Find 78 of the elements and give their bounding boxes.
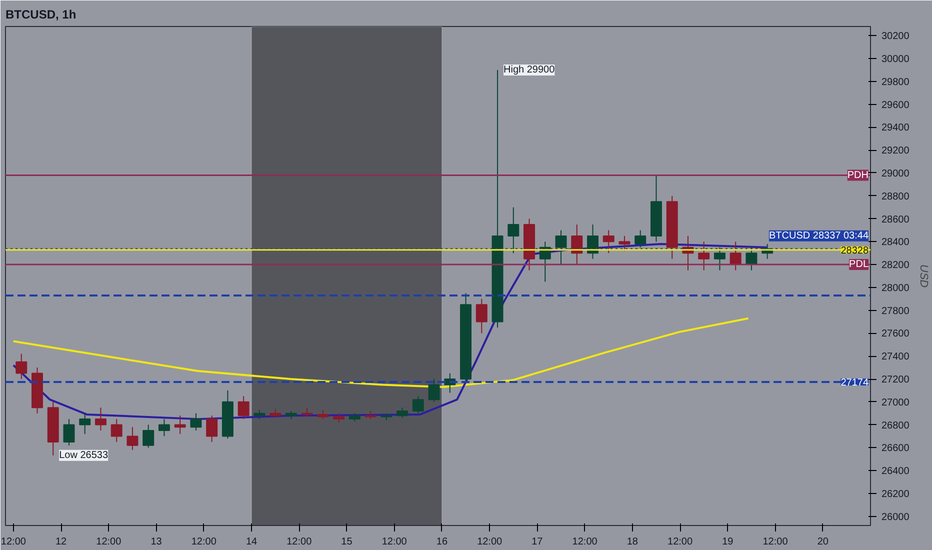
y-tick-label: 30000 (882, 54, 910, 66)
candlestick (158, 418, 170, 437)
y-tick-label: 26200 (882, 488, 910, 500)
y-tick-label: 26800 (882, 420, 910, 432)
x-tick-label: 12:00 (477, 536, 503, 548)
x-tick-label: 16 (436, 536, 448, 548)
y-tick-label: 27600 (882, 328, 910, 340)
y-tick-label: 29200 (882, 146, 910, 157)
y-tick-label: 28400 (882, 237, 910, 248)
candlestick (126, 426, 138, 450)
y-tick-label: 28000 (882, 282, 910, 294)
ref-line-label: PDL (849, 259, 869, 270)
y-tick-label: 28800 (882, 191, 910, 202)
ref-line-label: PDH (847, 170, 869, 181)
candlestick (698, 241, 710, 271)
x-tick-label: 14 (246, 536, 258, 548)
candlestick (730, 241, 742, 271)
candlestick (142, 424, 154, 448)
x-tick-label: 12:00 (286, 536, 312, 548)
x-tick-label: 12:00 (96, 536, 122, 548)
y-tick-label: 28600 (882, 214, 910, 226)
y-tick-label: 29800 (882, 76, 910, 88)
candlestick (634, 230, 646, 248)
candlestick (618, 235, 630, 252)
y-tick-label: 30200 (882, 31, 910, 42)
candlestick (94, 407, 106, 432)
candlestick (63, 418, 75, 446)
x-tick-label: 17 (532, 536, 544, 548)
x-tick-label: 12:00 (191, 536, 217, 548)
candlestick (254, 409, 266, 420)
y-tick-label: 27800 (882, 306, 910, 317)
y-tick-label: 26000 (882, 512, 910, 523)
candlestick (270, 408, 282, 418)
x-tick-label: 12:00 (382, 536, 408, 548)
x-tick-label: 19 (722, 536, 734, 548)
y-tick-label: 27400 (882, 352, 910, 363)
candlestick (396, 407, 408, 418)
candlestick (746, 246, 758, 271)
candlestick (602, 230, 614, 254)
y-tick-label: 26400 (882, 466, 910, 478)
x-tick-label: 12:00 (762, 536, 788, 548)
x-tick-label: 12:00 (572, 536, 598, 548)
candlestick (110, 418, 122, 442)
candlestick (508, 206, 520, 254)
candlestick (174, 415, 186, 434)
y-tick-label: 29600 (882, 100, 910, 111)
x-tick-label: 20 (817, 536, 829, 548)
candlestick (206, 415, 218, 442)
x-tick-label: 12:00 (0, 536, 26, 548)
candlestick (317, 409, 329, 420)
candlestick (476, 298, 488, 334)
ref-line-label: BTCUSD 28337 03:44 (769, 230, 869, 242)
annotation: High 29900 (504, 64, 556, 76)
y-tick-label: 26600 (882, 443, 910, 454)
x-tick-label: 15 (341, 536, 353, 548)
x-tick-label: 12 (55, 536, 68, 548)
candlestick (714, 246, 726, 271)
y-axis-title: USD (917, 264, 930, 288)
y-tick-label: 27200 (882, 374, 910, 386)
candlestick (190, 412, 202, 432)
x-tick-label: 13 (150, 536, 162, 548)
y-tick-label: 27000 (882, 397, 910, 408)
y-tick-label: 29000 (882, 168, 910, 180)
y-tick-label: 28200 (882, 260, 910, 272)
annotation: Low 26533 (59, 450, 108, 461)
candlestick (238, 396, 250, 420)
candlestick (555, 230, 567, 266)
candlestick (333, 412, 345, 423)
candlestick (301, 407, 313, 418)
candlestick (79, 412, 91, 434)
x-tick-label: 18 (626, 536, 638, 548)
y-tick-label: 29400 (882, 122, 910, 134)
chart-title: BTCUSD, 1h (6, 8, 76, 22)
candlestick (412, 396, 424, 414)
candlestick (16, 353, 28, 380)
ref-line-label: 27174 (840, 377, 869, 388)
x-tick-label: 12:00 (668, 536, 693, 548)
candlestick (428, 378, 440, 402)
